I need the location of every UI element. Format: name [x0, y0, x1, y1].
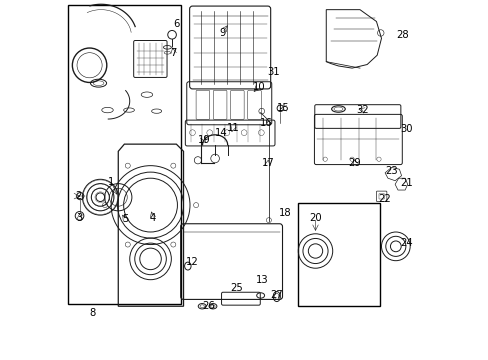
Text: 18: 18	[279, 208, 291, 218]
Text: 11: 11	[226, 123, 239, 133]
Text: 16: 16	[259, 118, 272, 128]
Bar	[68, 5, 180, 304]
Text: 19: 19	[198, 135, 210, 145]
Text: 21: 21	[399, 178, 412, 188]
Text: 25: 25	[230, 283, 243, 293]
Text: 1: 1	[108, 177, 114, 187]
Text: 13: 13	[255, 275, 267, 285]
Text: 3: 3	[76, 213, 82, 222]
Text: 4: 4	[150, 213, 156, 222]
Text: 23: 23	[385, 166, 397, 176]
Text: 14: 14	[214, 129, 227, 138]
Text: 31: 31	[266, 67, 279, 77]
Text: 17: 17	[261, 158, 274, 168]
Text: 6: 6	[173, 19, 179, 29]
Text: 20: 20	[308, 213, 321, 222]
Text: 30: 30	[400, 124, 412, 134]
Text: 9: 9	[219, 28, 225, 38]
Text: 8: 8	[89, 309, 95, 318]
Text: 2: 2	[76, 191, 82, 201]
Bar	[297, 203, 379, 306]
Text: 15: 15	[276, 103, 289, 113]
Text: 12: 12	[186, 257, 199, 267]
Text: 7: 7	[170, 48, 176, 58]
Text: 29: 29	[348, 158, 361, 168]
Text: 10: 10	[252, 82, 264, 92]
Text: 26: 26	[202, 301, 215, 311]
Text: 32: 32	[356, 105, 368, 115]
Text: 28: 28	[395, 30, 408, 40]
Text: 24: 24	[400, 238, 412, 248]
Text: 5: 5	[122, 215, 128, 224]
Text: 22: 22	[377, 194, 390, 204]
Text: 27: 27	[270, 291, 283, 301]
